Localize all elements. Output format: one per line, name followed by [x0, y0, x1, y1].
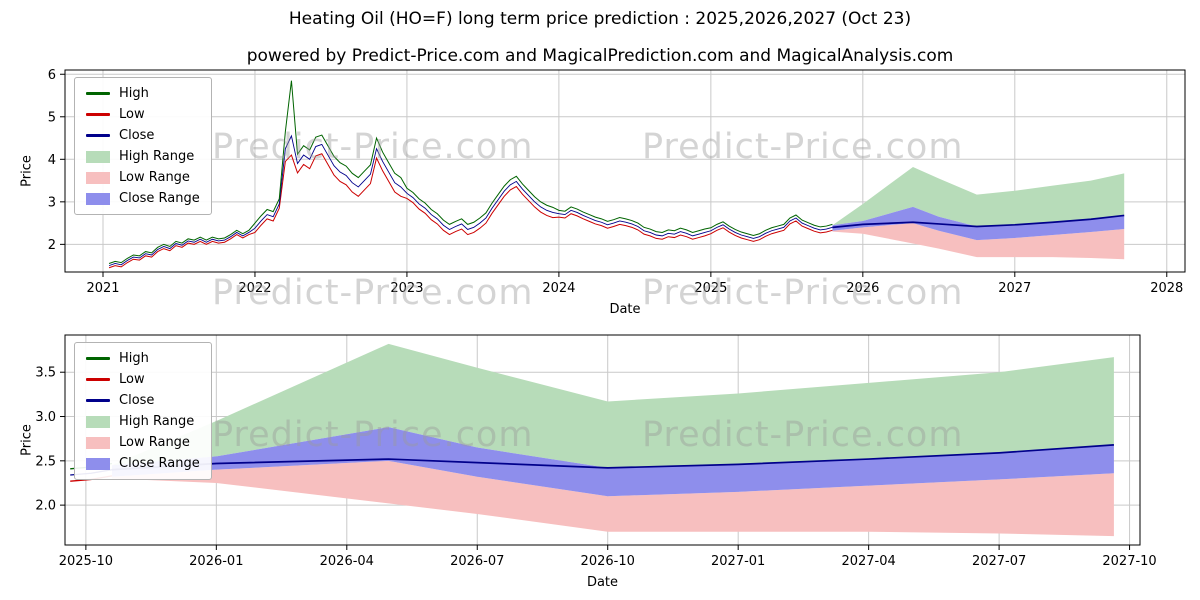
svg-text:4: 4: [48, 153, 56, 168]
svg-text:2026-01: 2026-01: [189, 554, 243, 569]
legend-label: High: [119, 86, 149, 101]
legend-swatch-patch: [86, 150, 110, 163]
svg-text:2026-10: 2026-10: [581, 554, 635, 569]
top-chart: Price 2021 2022 2023 2024 2025 2026 2027 2028 2 3…: [20, 68, 1186, 317]
legend-swatch-line: [86, 113, 110, 116]
svg-text:3: 3: [48, 195, 56, 210]
legend-label: Close Range: [119, 191, 200, 206]
chart-subtitle: powered by Predict-Price.com and Magical…: [246, 46, 954, 66]
legend-swatch-patch: [86, 457, 110, 470]
legend-item-low-range: Low Range: [86, 434, 200, 451]
svg-text:5: 5: [48, 110, 56, 125]
legend-item-close: Close: [86, 127, 200, 144]
legend-item-low: Low: [86, 371, 200, 388]
legend-item-close-range: Close Range: [86, 455, 200, 472]
bottom-chart: Price 2025-10 2026-01 2026-04 2026-07 2026-1…: [20, 334, 1157, 590]
legend-swatch-line: [86, 134, 110, 137]
legend-item-close: Close: [86, 392, 200, 409]
svg-text:2.0: 2.0: [35, 499, 56, 514]
legend-swatch-patch: [86, 171, 110, 184]
legend-swatch-line: [86, 357, 110, 360]
chart-title: Heating Oil (HO=F) long term price predi…: [288, 9, 912, 29]
svg-text:2027-04: 2027-04: [841, 554, 895, 569]
legend-swatch-patch: [86, 436, 110, 449]
svg-text:2027-10: 2027-10: [1102, 554, 1156, 569]
legend-swatch-line: [86, 92, 110, 95]
legend-swatch-line: [86, 378, 110, 381]
legend-swatch-line: [86, 399, 110, 402]
top-plot-area: 2021 2022 2023 2024 2025 2026 2027 2028 2 3 4 5 6: [48, 68, 1186, 296]
legend-item-high-range: High Range: [86, 148, 200, 165]
legend-item-high-range: High Range: [86, 413, 200, 430]
legend-swatch-patch: [86, 415, 110, 428]
legend-item-high: High: [86, 350, 200, 367]
svg-text:2027: 2027: [998, 281, 1031, 296]
svg-text:3.5: 3.5: [35, 366, 56, 381]
bottom-plot-area: 2025-10 2026-01 2026-04 2026-07 2026-10 2027-…: [35, 334, 1157, 569]
svg-text:2024: 2024: [542, 281, 575, 296]
svg-text:2026: 2026: [846, 281, 879, 296]
legend-label: Low: [119, 372, 145, 387]
svg-text:2027-07: 2027-07: [972, 554, 1026, 569]
top-y-axis-label: Price: [19, 155, 35, 187]
legend-item-low-range: Low Range: [86, 169, 200, 186]
legend-label: Close: [119, 393, 155, 408]
legend-label: Close: [119, 128, 155, 143]
svg-text:2.5: 2.5: [35, 454, 56, 469]
svg-text:2025-10: 2025-10: [59, 554, 113, 569]
svg-text:2026-04: 2026-04: [320, 554, 374, 569]
legend-swatch-patch: [86, 192, 110, 205]
svg-text:2025: 2025: [694, 281, 727, 296]
svg-text:2023: 2023: [390, 281, 423, 296]
bottom-legend: High Low Close High Range Low Range Close Ran…: [74, 342, 212, 480]
top-legend: High Low Close High Range Low Range Close Ran…: [74, 77, 212, 215]
svg-text:2: 2: [48, 238, 56, 253]
svg-text:2027-01: 2027-01: [711, 554, 765, 569]
legend-label: Low: [119, 107, 145, 122]
top-x-axis-label: Date: [609, 302, 641, 317]
legend-label: Low Range: [119, 170, 190, 185]
bottom-x-axis-label: Date: [586, 575, 619, 590]
svg-text:2028: 2028: [1150, 281, 1183, 296]
svg-text:6: 6: [48, 68, 56, 83]
legend-label: Low Range: [119, 435, 190, 450]
legend-label: Close Range: [119, 456, 200, 471]
legend-item-close-range: Close Range: [86, 190, 200, 207]
legend-label: High Range: [119, 414, 195, 429]
legend-label: High Range: [119, 149, 195, 164]
svg-text:2022: 2022: [238, 281, 271, 296]
svg-text:3.0: 3.0: [35, 410, 56, 425]
bottom-y-axis-label: Price: [19, 424, 35, 456]
legend-label: High: [119, 351, 149, 366]
legend-item-low: Low: [86, 106, 200, 123]
svg-text:2021: 2021: [86, 281, 119, 296]
legend-item-high: High: [86, 85, 200, 102]
svg-text:2026-07: 2026-07: [450, 554, 504, 569]
